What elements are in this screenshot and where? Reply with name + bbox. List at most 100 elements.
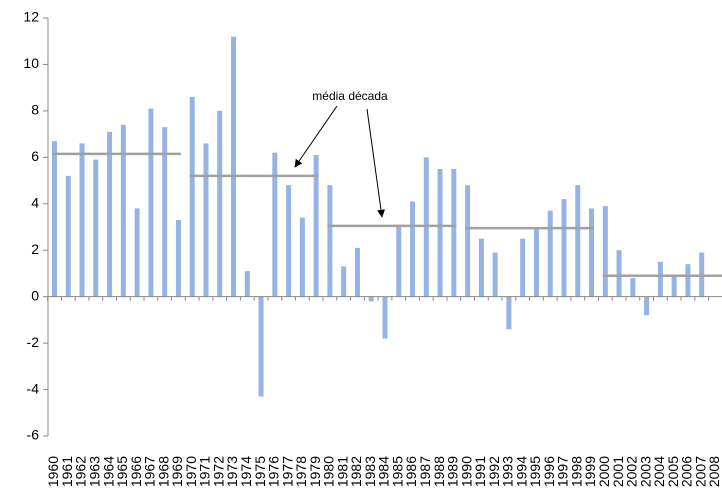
x-tick-label: 1969 xyxy=(169,456,185,487)
bar xyxy=(478,238,484,297)
arrow xyxy=(294,105,338,168)
bar xyxy=(175,220,181,297)
x-tick-label: 1996 xyxy=(541,456,557,487)
bar xyxy=(602,206,608,297)
y-tick-label: -6 xyxy=(27,427,40,443)
bar xyxy=(231,36,237,297)
x-tick-label: 1974 xyxy=(238,456,254,487)
y-tick-label: 2 xyxy=(31,241,39,257)
x-tick-label: 1965 xyxy=(114,456,130,487)
x-tick-label: 1971 xyxy=(197,456,213,487)
x-tick-label: 1989 xyxy=(445,456,461,487)
x-tick-label: 1985 xyxy=(389,456,405,487)
x-tick-label: 2007 xyxy=(692,456,708,487)
bar xyxy=(368,296,374,302)
bar xyxy=(341,266,347,297)
bar xyxy=(520,238,526,297)
bar xyxy=(657,261,663,297)
bar xyxy=(286,185,292,297)
x-tick-label: 1960 xyxy=(45,456,61,487)
bar xyxy=(107,131,113,297)
y-tick-label: 6 xyxy=(31,148,39,164)
x-tick-label: 1977 xyxy=(279,456,295,487)
x-tick-label: 1986 xyxy=(403,456,419,487)
x-tick-label: 1967 xyxy=(142,456,158,487)
x-tick-label: 1990 xyxy=(458,456,474,487)
bar xyxy=(396,227,402,297)
x-tick-label: 1992 xyxy=(486,456,502,487)
y-tick-label: 10 xyxy=(23,55,39,71)
x-tick-label: 2002 xyxy=(624,456,640,487)
bar xyxy=(327,185,333,297)
x-tick-label: 1983 xyxy=(362,456,378,487)
bar xyxy=(437,168,443,297)
x-tick-label: 1988 xyxy=(431,456,447,487)
x-tick-label: 2006 xyxy=(679,456,695,487)
bar xyxy=(589,208,595,297)
bar xyxy=(561,199,567,297)
x-tick-label: 2003 xyxy=(637,456,653,487)
x-tick-label: 1973 xyxy=(224,456,240,487)
bar xyxy=(162,127,168,297)
x-tick-label: 1999 xyxy=(582,456,598,487)
x-tick-label: 1968 xyxy=(155,456,171,487)
bar xyxy=(299,217,305,297)
x-tick-label: 2005 xyxy=(665,456,681,487)
x-tick-label: 1979 xyxy=(307,456,323,487)
bar xyxy=(533,229,539,297)
x-tick-label: 1978 xyxy=(293,456,309,487)
bar xyxy=(93,159,99,297)
bar xyxy=(134,208,140,297)
bar xyxy=(244,271,250,297)
x-tick-label: 1972 xyxy=(210,456,226,487)
x-tick-label: 1987 xyxy=(417,456,433,487)
bar xyxy=(644,296,650,316)
x-tick-label: 1966 xyxy=(128,456,144,487)
x-tick-label: 1980 xyxy=(321,456,337,487)
y-tick-label: 12 xyxy=(23,9,39,25)
y-tick-label: -4 xyxy=(27,380,40,396)
bar xyxy=(203,143,209,297)
x-tick-label: 2008 xyxy=(706,456,722,487)
x-tick-label: 2000 xyxy=(596,456,612,487)
x-tick-label: 1982 xyxy=(348,456,364,487)
x-tick-label: 1970 xyxy=(183,456,199,487)
x-tick-label: 1962 xyxy=(73,456,89,487)
y-tick-label: 0 xyxy=(31,287,39,303)
x-tick-label: 1995 xyxy=(527,456,543,487)
x-tick-label: 1975 xyxy=(252,456,268,487)
bar xyxy=(65,175,71,297)
bar xyxy=(671,275,677,297)
x-tick-label: 1961 xyxy=(59,456,75,487)
bar xyxy=(79,143,85,297)
x-tick-label: 2001 xyxy=(610,456,626,487)
bar xyxy=(685,264,691,297)
x-tick-label: 2004 xyxy=(651,456,667,487)
bar xyxy=(410,201,416,297)
x-tick-label: 1991 xyxy=(472,456,488,487)
bar xyxy=(313,155,319,297)
bar xyxy=(354,247,360,297)
bar xyxy=(382,296,388,339)
bar xyxy=(547,210,553,297)
bar xyxy=(465,185,471,297)
arrow xyxy=(366,108,385,218)
bar xyxy=(630,278,636,297)
x-tick-label: 1976 xyxy=(266,456,282,487)
bar xyxy=(575,185,581,297)
annotation: média década xyxy=(312,89,388,103)
bar xyxy=(616,250,622,297)
x-tick-label: 1997 xyxy=(555,456,571,487)
y-tick-label: 4 xyxy=(31,194,39,210)
bar xyxy=(258,296,264,397)
y-tick-label: -2 xyxy=(27,334,40,350)
bar xyxy=(52,141,57,297)
x-tick-label: 1964 xyxy=(100,456,116,487)
bar xyxy=(506,296,512,330)
bar xyxy=(120,124,126,297)
bar xyxy=(189,96,195,297)
x-tick-label: 1998 xyxy=(568,456,584,487)
bar xyxy=(217,110,223,297)
x-tick-label: 1993 xyxy=(500,456,516,487)
